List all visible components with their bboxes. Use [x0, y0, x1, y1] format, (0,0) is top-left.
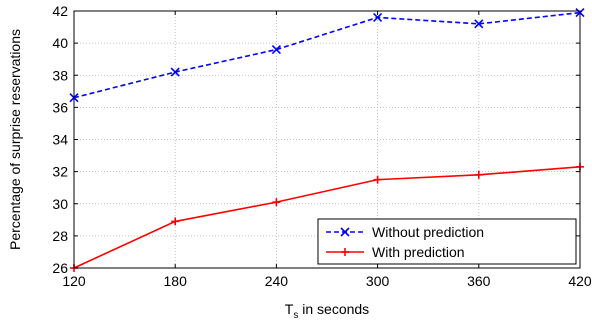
data-point [171, 217, 180, 226]
y-tick-label: 32 [52, 164, 68, 180]
y-tick-label: 34 [52, 132, 68, 148]
y-tick-label: 38 [52, 67, 68, 83]
x-axis-ticks: 120 180 240 300 360 420 [62, 11, 592, 289]
data-point [271, 44, 281, 55]
legend-items: Without prediction With prediction [326, 224, 484, 260]
series-line [73, 11, 581, 99]
y-tick-label: 30 [52, 196, 68, 212]
y-tick-label: 42 [52, 3, 68, 19]
x-marker-stroke [340, 227, 350, 237]
x-marker-stroke [474, 19, 484, 29]
legend-box [317, 218, 577, 265]
x-axis-label-main: T [285, 301, 294, 317]
x-marker-stroke [373, 12, 383, 22]
x-marker-stroke [271, 44, 281, 55]
data-point [373, 175, 382, 184]
y-tick-label: 40 [52, 35, 68, 51]
x-tick-label: 420 [568, 273, 592, 289]
x-tick-label: 180 [164, 273, 188, 289]
data-point [272, 198, 281, 207]
x-tick-label: 360 [467, 273, 491, 289]
x-tick-label: 300 [366, 273, 390, 289]
data-point [373, 12, 383, 22]
x-axis-label-subscript: s [293, 310, 298, 321]
x-axis-label: Ts in seconds [285, 301, 369, 321]
y-axis-ticks: 26 28 30 32 34 36 38 40 42 [52, 3, 580, 276]
legend-label: Without prediction [372, 224, 484, 240]
x-tick-label: 240 [265, 273, 289, 289]
x-marker-stroke [170, 67, 180, 77]
legend-item: Without prediction [326, 224, 484, 240]
series-layer [69, 8, 585, 272]
legend-item: With prediction [326, 244, 465, 260]
y-axis-label: Percentage of surprise reservations [7, 29, 23, 250]
data-point [474, 19, 484, 29]
legend: Without prediction With prediction [317, 218, 577, 265]
grid [74, 11, 580, 268]
x-axis-label-rest: in seconds [298, 301, 369, 317]
y-tick-label: 28 [52, 228, 68, 244]
legend-label: With prediction [372, 244, 465, 260]
data-point [170, 67, 180, 77]
y-tick-label: 26 [52, 260, 68, 276]
data-point [474, 170, 483, 179]
series-line [73, 166, 581, 269]
y-tick-label: 36 [52, 99, 68, 115]
series-1 [69, 8, 585, 103]
x-tick-label: 120 [62, 273, 86, 289]
